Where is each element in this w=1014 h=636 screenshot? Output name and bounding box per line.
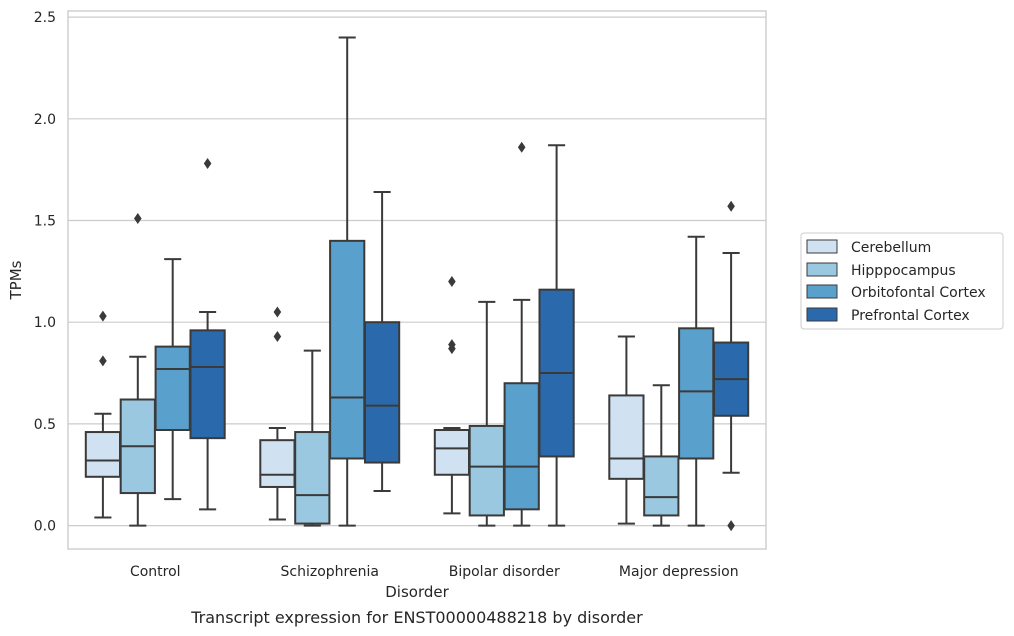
x-tick-labels: Control Schizophrenia Bipolar disorder Majo… [130,564,739,580]
box-1-0 [119,212,156,527]
box-iqr [503,382,540,511]
legend-swatch-prefrontal [806,307,838,322]
box-plots [84,36,750,532]
box-iqr [329,239,366,460]
box-iqr [678,327,715,460]
outlier-point [727,200,735,212]
x-axis-label: Disorder [385,583,449,601]
box-2-3 [678,235,715,527]
legend-frame [800,232,1004,330]
box-3-2 [538,144,575,527]
legend-swatch-cerebellum [806,239,838,254]
y-axis-label: TPMs [7,260,25,300]
y-tick-label: 2.0 [34,112,56,128]
chart-caption: Transcript expression for ENST0000048821… [190,608,643,627]
x-tick-label: Bipolar disorder [449,564,560,580]
y-tick-label: 2.5 [34,10,56,26]
box-iqr [84,431,122,478]
box-3-0 [189,158,226,511]
legend-swatch-orbitofrontal [806,284,838,299]
outlier-point [727,520,735,532]
box-iqr [189,329,226,440]
outlier-point [273,330,282,342]
box-1-3 [643,384,680,527]
x-tick-label: Schizophrenia [281,564,379,580]
legend-label-hippocampus: Hipppocampus [851,263,956,279]
outlier-point [448,276,456,288]
box-0-1 [259,306,296,521]
box-1-2 [468,300,505,527]
outlier-point [273,306,282,318]
box-iqr [468,424,505,517]
box-iqr [259,439,296,488]
legend: Cerebellum Hipppocampus Orbitofontal Cor… [800,232,1004,330]
box-1-1 [294,349,331,527]
box-iqr [643,455,680,517]
outlier-point [99,355,107,367]
outlier-point [134,212,142,224]
box-0-2 [433,276,471,515]
box-0-3 [608,335,645,525]
box-iqr [608,394,645,480]
outlier-point [203,158,212,170]
box-0-0 [84,310,122,519]
outlier-point [448,339,456,351]
box-3-1 [363,191,401,493]
x-tick-label: Major depression [619,564,739,580]
plot-frame [67,10,767,550]
legend-label-cerebellum: Cerebellum [851,240,931,256]
legend-label-orbitofrontal: Orbitofontal Cortex [851,285,986,301]
x-tick-label: Control [130,564,181,580]
legend-label-prefrontal: Prefrontal Cortex [851,308,970,324]
box-2-2 [503,141,540,527]
y-tick-label: 0.0 [34,519,56,535]
y-tick-labels: 0.0 0.5 1.0 1.5 2.0 2.5 [34,10,56,535]
box-iqr [363,321,401,464]
y-tick-label: 0.5 [34,417,56,433]
outlier-point [517,141,526,153]
box-2-1 [329,36,366,527]
outlier-point [99,310,107,322]
box-iqr [294,431,331,525]
box-3-3 [712,200,750,532]
box-iqr [433,429,471,476]
y-tick-label: 1.0 [34,315,56,331]
box-iqr [154,345,191,432]
legend-swatch-hippocampus [806,262,838,277]
box-2-0 [154,258,191,501]
y-tick-label: 1.5 [34,214,56,230]
